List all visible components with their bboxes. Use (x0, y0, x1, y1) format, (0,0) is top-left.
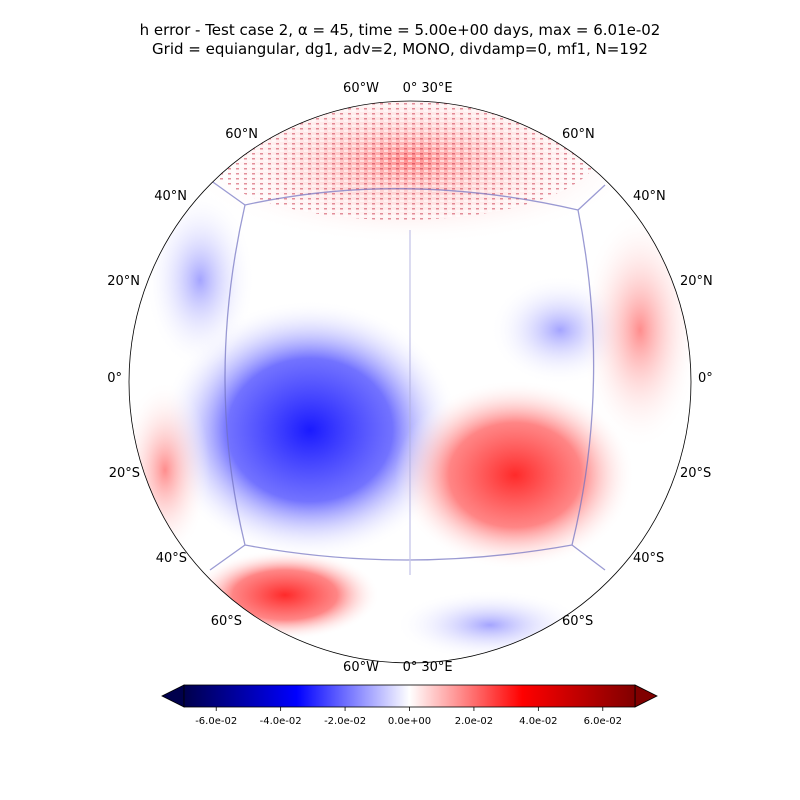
chart-title-line-2: Grid = equiangular, dg1, adv=2, MONO, di… (152, 40, 648, 58)
colorbar-tick-label: -4.0e-02 (260, 716, 302, 727)
latitude-label-left: 60°S (211, 614, 242, 629)
chart-title-line-1: h error - Test case 2, α = 45, time = 5.… (139, 21, 661, 39)
latitude-label-right: 60°S (562, 614, 593, 629)
globe-outline (128, 100, 692, 664)
latitude-labels-right: 60°N 40°N 20°N 0° 20°S 40°S 60°S (562, 127, 713, 629)
colorbar-gradient (183, 684, 636, 708)
colorbar-tick-label: 0.0e+00 (388, 716, 431, 727)
colorbar-ticks: -6.0e-02 -4.0e-02 -2.0e-02 0.0e+00 2.0e-02 4.… (195, 707, 622, 727)
latitude-label-left: 40°S (156, 551, 187, 566)
latitude-label-left: 40°N (154, 189, 187, 204)
latitude-label-left: 60°N (225, 127, 258, 142)
latitude-labels-left: 60°N 40°N 20°N 0° 20°S 40°S 60°S (107, 127, 258, 629)
longitude-labels-bottom: 60°W 0° 30°E (343, 660, 453, 675)
colorbar-tick-label: 6.0e-02 (584, 716, 622, 727)
east-positive-region (395, 380, 635, 570)
latitude-label-right: 20°S (680, 466, 711, 481)
longitude-label-bottom: 0° (403, 660, 418, 675)
longitude-label-top: 60°W (343, 81, 379, 96)
latitude-label-left: 20°S (109, 466, 140, 481)
longitude-label-top: 0° (403, 81, 418, 96)
latitude-label-right: 60°N (562, 127, 595, 142)
colorbar-tick-label: 2.0e-02 (455, 716, 493, 727)
south-negative (395, 590, 585, 660)
panel-edges (209, 179, 606, 575)
longitude-label-top: 30°E (421, 81, 452, 96)
longitude-label-bottom: 60°W (343, 660, 379, 675)
colorbar-tick-label: -6.0e-02 (195, 716, 237, 727)
colorbar: -6.0e-02 -4.0e-02 -2.0e-02 0.0e+00 2.0e-02 4.… (161, 684, 658, 727)
latitude-label-left: 20°N (107, 274, 140, 289)
colorbar-extend-max (634, 684, 658, 708)
west-limb-negative (145, 190, 255, 370)
latitude-label-right: 40°S (633, 551, 664, 566)
latitude-label-left: 0° (107, 371, 122, 386)
colorbar-extend-min (161, 684, 185, 708)
latitude-label-right: 20°N (680, 274, 713, 289)
east-limb-positive (580, 210, 691, 450)
longitude-label-bottom: 30°E (421, 660, 452, 675)
latitude-label-right: 40°N (633, 189, 666, 204)
colorbar-tick-label: -2.0e-02 (324, 716, 366, 727)
globe-field (129, 101, 691, 663)
colorbar-tick-label: 4.0e-02 (519, 716, 557, 727)
latitude-label-right: 0° (698, 371, 713, 386)
longitude-labels-top: 60°W 0° 30°E (343, 81, 453, 96)
